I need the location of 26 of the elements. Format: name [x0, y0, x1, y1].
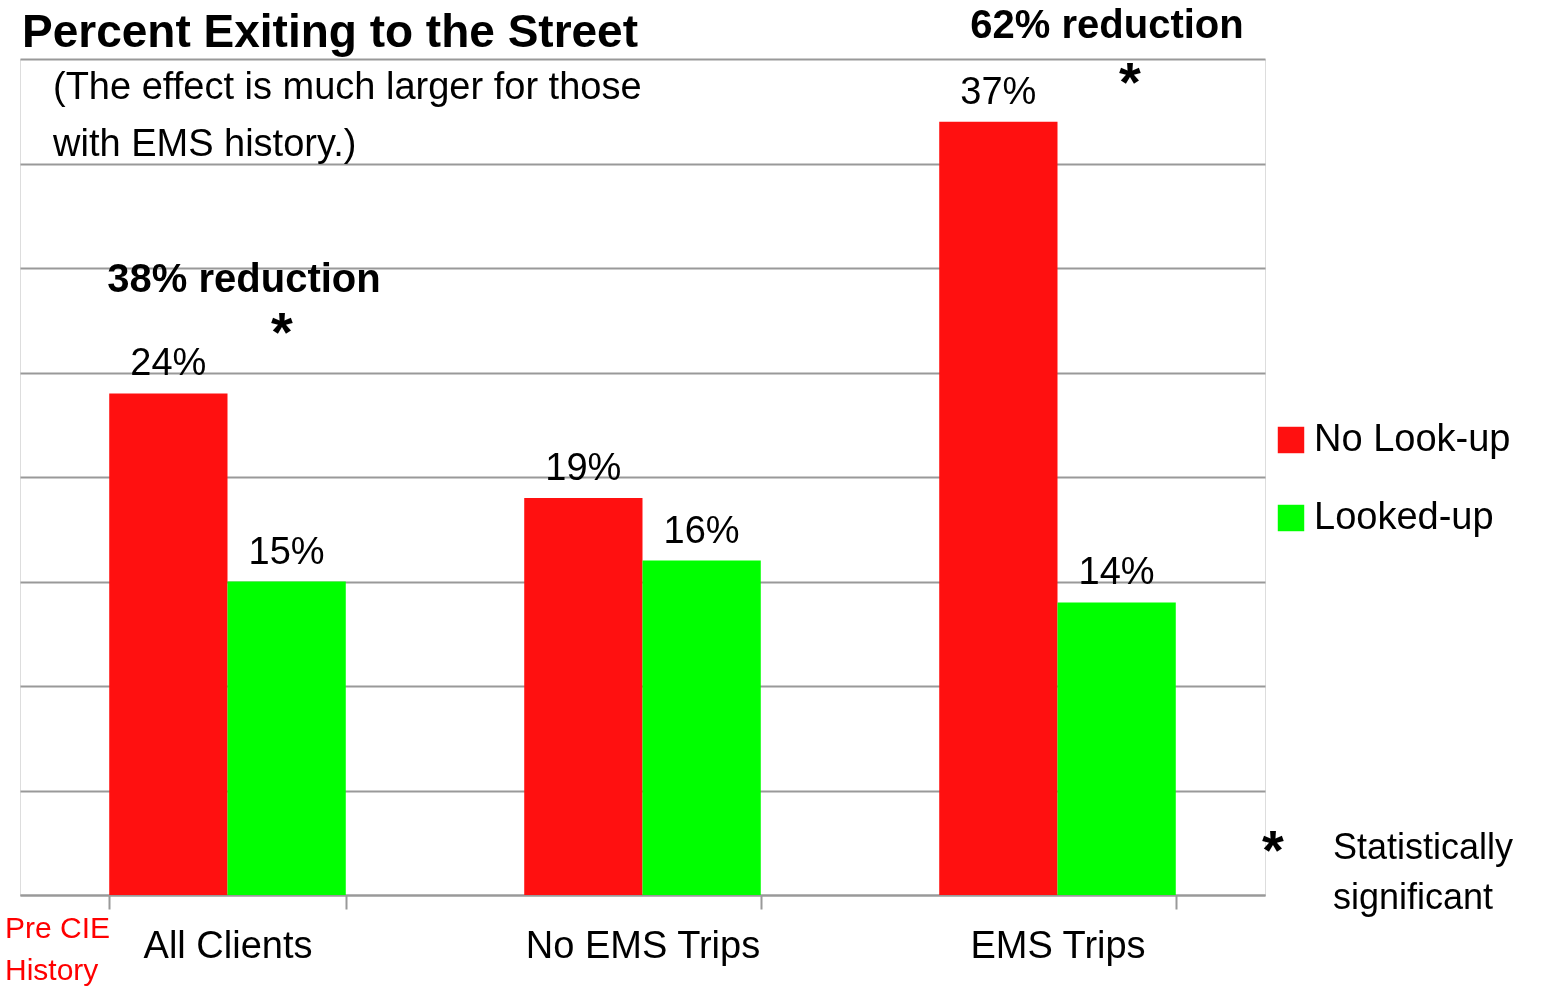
x-tick-label: All Clients [143, 923, 313, 966]
x-tick-label: EMS Trips [970, 923, 1146, 966]
legend-label: Looked-up [1314, 495, 1494, 537]
bar [642, 560, 761, 895]
data-label: 19% [545, 445, 622, 488]
bar [227, 581, 346, 895]
bar [1057, 602, 1176, 895]
text: (The effect is much larger for those with EMS history.) [52, 65, 642, 164]
bar [524, 497, 643, 895]
text: 62% reduction [970, 2, 1244, 46]
data-label: 16% [663, 508, 740, 551]
annotation: * [271, 300, 294, 363]
text: Pre CIE History [5, 911, 111, 986]
data-label: 24% [130, 341, 207, 384]
annotation: 38% reduction [107, 256, 381, 300]
bar [109, 393, 228, 895]
bar [939, 121, 1058, 895]
data-label: 14% [1078, 550, 1155, 593]
legend-label: No Look-up [1314, 417, 1511, 459]
data-label: 15% [248, 529, 325, 572]
data-label: 37% [960, 69, 1037, 112]
annotation: * [1119, 50, 1142, 113]
chart-title: Percent Exiting to the Street [22, 5, 639, 57]
annotation: * [1262, 818, 1285, 881]
x-tick-label: No EMS Trips [525, 923, 761, 966]
text: Statistically significant [1333, 826, 1514, 917]
